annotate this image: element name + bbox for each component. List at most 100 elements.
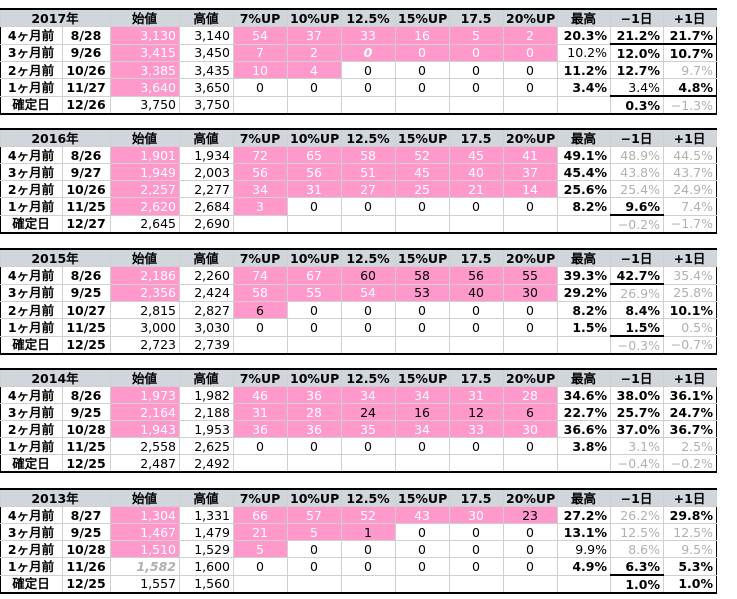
open-price-cell[interactable]: 3,640 [110,78,181,97]
up-count-cell[interactable] [341,574,397,594]
up-count-cell[interactable]: 0 [287,318,343,337]
up-count-cell[interactable]: 30 [503,283,559,302]
high-price-cell[interactable]: 2,690 [179,214,235,234]
row-label[interactable]: 4ヶ月前 [0,266,63,285]
minus1day-cell[interactable]: 0.3% [610,95,665,115]
row-date[interactable]: 11/25 [61,318,112,337]
up-count-cell[interactable] [395,454,451,473]
plus1day-cell[interactable]: 5.3% [663,557,718,576]
up-count-cell[interactable]: 40 [449,283,505,302]
up-count-cell[interactable]: 0 [287,197,343,216]
up-count-cell[interactable]: 31 [233,403,289,421]
up-count-cell[interactable]: 0 [233,437,289,455]
high-price-cell[interactable]: 2,625 [179,437,235,455]
up-count-cell[interactable]: 60 [341,266,397,285]
row-label[interactable]: 2ヶ月前 [0,540,63,558]
up-count-cell[interactable] [503,335,559,355]
high-price-cell[interactable]: 1,982 [179,386,235,404]
up-count-cell[interactable]: 0 [341,197,397,216]
row-date[interactable]: 8/28 [61,26,112,45]
up-count-cell[interactable] [233,95,289,115]
up-count-cell[interactable]: 36 [287,420,343,438]
max-rise-cell[interactable]: 29.2% [557,283,612,302]
open-price-cell[interactable]: 1,557 [110,574,181,594]
high-price-cell[interactable]: 3,030 [179,318,235,337]
up-count-cell[interactable]: 0 [449,318,505,337]
up-count-cell[interactable] [287,95,343,115]
up-count-cell[interactable]: 5 [233,540,289,558]
row-date[interactable]: 10/27 [61,301,112,319]
up-count-cell[interactable] [287,335,343,355]
minus1day-cell[interactable]: −0.2% [610,214,665,234]
up-count-cell[interactable]: 0 [503,437,559,455]
up-count-cell[interactable]: 0 [449,43,505,62]
minus1day-cell[interactable]: 21.2% [610,26,665,45]
up-count-cell[interactable]: 54 [233,26,289,45]
up-count-cell[interactable]: 0 [233,78,289,97]
up-count-cell[interactable] [287,574,343,594]
max-rise-cell[interactable] [557,335,612,355]
up-count-cell[interactable]: 28 [287,403,343,421]
plus1day-cell[interactable]: −0.7% [663,335,718,355]
plus1day-cell[interactable]: 0.5% [663,318,718,337]
up-count-cell[interactable]: 4 [287,61,343,79]
plus1day-cell[interactable]: 29.8% [663,506,718,524]
up-count-cell[interactable]: 0 [449,301,505,319]
plus1day-cell[interactable]: −0.2% [663,454,718,473]
plus1day-cell[interactable]: 43.7% [663,163,718,181]
row-label[interactable]: 確定日 [0,454,63,473]
max-rise-cell[interactable]: 27.2% [557,506,612,524]
minus1day-cell[interactable]: 25.4% [610,180,665,198]
up-count-cell[interactable]: 0 [395,437,451,455]
up-count-cell[interactable]: 16 [395,26,451,45]
max-rise-cell[interactable]: 3.4% [557,78,612,97]
max-rise-cell[interactable]: 20.3% [557,26,612,45]
row-label[interactable]: 1ヶ月前 [0,197,63,216]
open-price-cell[interactable]: 3,750 [110,95,181,115]
max-rise-cell[interactable]: 8.2% [557,197,612,216]
up-count-cell[interactable]: 46 [233,386,289,404]
minus1day-cell[interactable]: 48.9% [610,146,665,164]
max-rise-cell[interactable]: 25.6% [557,180,612,198]
max-rise-cell[interactable]: 3.8% [557,437,612,455]
plus1day-cell[interactable]: 9.7% [663,61,718,79]
up-count-cell[interactable] [341,214,397,234]
up-count-cell[interactable] [233,335,289,355]
up-count-cell[interactable]: 0 [233,318,289,337]
up-count-cell[interactable]: 7 [233,43,289,62]
minus1day-cell[interactable]: 1.5% [610,318,665,337]
up-count-cell[interactable]: 0 [503,301,559,319]
up-count-cell[interactable] [287,454,343,473]
up-count-cell[interactable]: 0 [341,318,397,337]
row-date[interactable]: 8/26 [61,146,112,164]
row-date[interactable]: 9/25 [61,523,112,541]
up-count-cell[interactable]: 16 [395,403,451,421]
high-price-cell[interactable]: 1,953 [179,420,235,438]
minus1day-cell[interactable]: 26.2% [610,506,665,524]
row-date[interactable]: 9/25 [61,403,112,421]
row-label[interactable]: 1ヶ月前 [0,78,63,97]
row-date[interactable]: 11/25 [61,437,112,455]
up-count-cell[interactable] [395,335,451,355]
open-price-cell[interactable]: 1,467 [110,523,181,541]
up-count-cell[interactable]: 40 [449,163,505,181]
up-count-cell[interactable]: 0 [503,43,559,62]
up-count-cell[interactable]: 34 [341,386,397,404]
up-count-cell[interactable]: 0 [287,557,343,576]
up-count-cell[interactable] [395,214,451,234]
plus1day-cell[interactable]: 24.9% [663,180,718,198]
up-count-cell[interactable]: 35 [341,420,397,438]
high-price-cell[interactable]: 3,750 [179,95,235,115]
up-count-cell[interactable]: 58 [395,266,451,285]
plus1day-cell[interactable]: 12.5% [663,523,718,541]
row-date[interactable]: 11/27 [61,78,112,97]
up-count-cell[interactable]: 37 [503,163,559,181]
up-count-cell[interactable]: 0 [395,523,451,541]
up-count-cell[interactable]: 0 [341,437,397,455]
up-count-cell[interactable]: 6 [233,301,289,319]
up-count-cell[interactable] [233,454,289,473]
up-count-cell[interactable]: 0 [395,197,451,216]
plus1day-cell[interactable]: 36.7% [663,420,718,438]
up-count-cell[interactable] [449,454,505,473]
high-price-cell[interactable]: 1,331 [179,506,235,524]
